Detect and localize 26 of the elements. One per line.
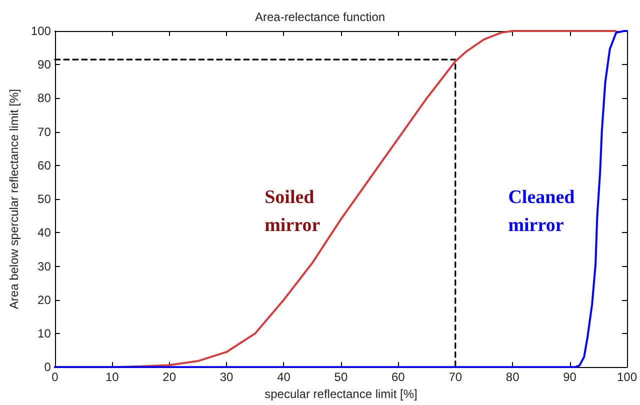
y-tick-label: 0 xyxy=(44,360,52,374)
y-tick-label: 50 xyxy=(38,192,52,206)
y-tick-label: 30 xyxy=(38,259,52,274)
x-tick-label: 100 xyxy=(616,370,638,384)
series-label: Cleaned mirror xyxy=(508,187,576,236)
y-tick-label: 70 xyxy=(38,124,52,139)
chart-title: Area-relectance function xyxy=(254,10,386,24)
series-label: Soiled mirror xyxy=(264,187,321,236)
x-tick-label: 90 xyxy=(563,370,577,384)
x-tick-label: 20 xyxy=(162,370,176,384)
x-tick-label: 50 xyxy=(334,370,348,384)
x-tick-label: 80 xyxy=(506,370,520,384)
y-tick-label: 40 xyxy=(38,226,52,240)
x-tick-label: 40 xyxy=(277,370,291,384)
y-tick-label: 90 xyxy=(38,58,52,72)
y-tick-label: 20 xyxy=(38,292,52,307)
y-tick-label: 100 xyxy=(30,24,52,38)
x-tick-label: 60 xyxy=(391,370,406,384)
x-axis-title: specular reflectance limit [%] xyxy=(264,387,418,401)
y-tick-label: 10 xyxy=(38,326,52,340)
y-axis-title: Area below spercular reflectance limit [%] xyxy=(7,89,21,310)
y-tick-label: 80 xyxy=(38,91,52,106)
y-tick-label: 60 xyxy=(38,158,52,172)
x-tick-label: 30 xyxy=(220,370,234,384)
x-tick-label: 70 xyxy=(448,370,462,384)
x-tick-label: 10 xyxy=(105,370,120,384)
